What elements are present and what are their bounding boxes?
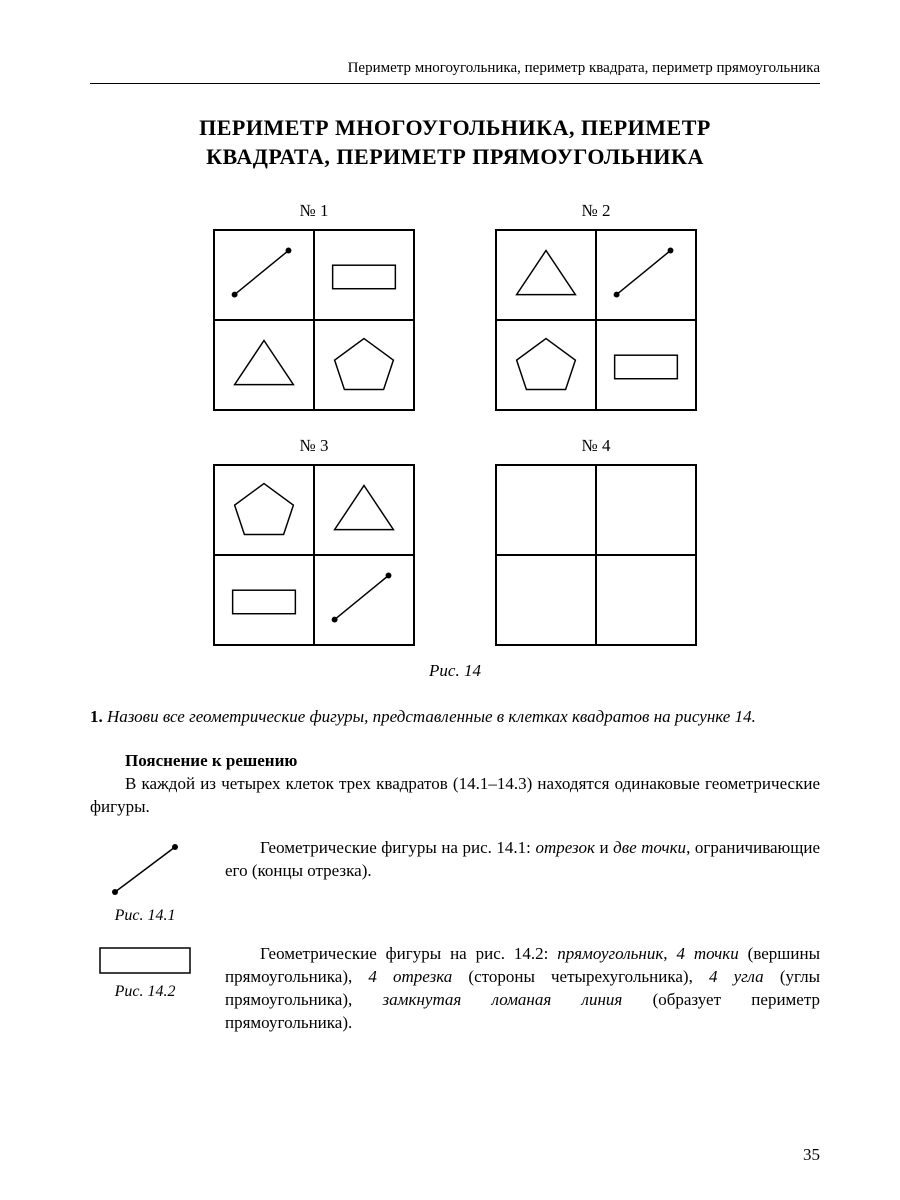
running-header: Периметр многоугольника, периметр квадра… (90, 60, 820, 84)
grid-cell (314, 465, 414, 555)
fig-row-142: Рис. 14.2 Геометрические фигуры на рис. … (90, 943, 820, 1035)
grid-cell (314, 230, 414, 320)
title-line-2: КВАДРАТА, ПЕРИМЕТР ПРЯМОУГОЛЬНИКА (206, 144, 704, 169)
grid-cell (214, 465, 314, 555)
fig-141-image: Рис. 14.1 (90, 837, 200, 925)
explanation-title: Пояснение к решению (125, 751, 820, 771)
grids-container: № 1 № 2 № 3 (90, 201, 820, 646)
grid-cell (214, 320, 314, 410)
text-span: и (595, 838, 613, 857)
grid-cell (596, 465, 696, 555)
task-number: 1. (90, 707, 103, 726)
grid-block-3: № 3 (213, 436, 415, 646)
grid-cell (596, 555, 696, 645)
grid-cell (496, 230, 596, 320)
text-italic: 4 угла (709, 967, 764, 986)
grid-block-4: № 4 (495, 436, 697, 646)
grid-cell (596, 320, 696, 410)
grid-label-2: № 2 (582, 201, 611, 221)
grid-cell (496, 555, 596, 645)
grid-block-1: № 1 (213, 201, 415, 411)
grid-cell (214, 230, 314, 320)
figure-caption: Рис. 14 (90, 661, 820, 681)
fig-142-image: Рис. 14.2 (90, 943, 200, 1001)
text-italic: 4 точки (676, 944, 738, 963)
grid-label-4: № 4 (582, 436, 611, 456)
grid-label-1: № 1 (300, 201, 329, 221)
fig-row-141: Рис. 14.1 Геометрические фигуры на рис. … (90, 837, 820, 925)
explanation-intro: В каждой из четырех клеток трех квадрато… (90, 773, 820, 819)
grid-label-3: № 3 (300, 436, 329, 456)
text-italic: 4 отрезка (368, 967, 452, 986)
fig-142-text: Геометрические фигуры на рис. 14.2: прям… (225, 943, 820, 1035)
rectangle-icon (95, 943, 195, 978)
text-span: Геометрические фигуры на рис. 14.1: (260, 838, 535, 857)
text-span: (стороны четырехугольника), (452, 967, 709, 986)
page-number: 35 (803, 1145, 820, 1165)
text-italic: две точки (613, 838, 686, 857)
grid-cell (314, 555, 414, 645)
grid-cell (496, 465, 596, 555)
grid-cell (314, 320, 414, 410)
grid-cell (214, 555, 314, 645)
fig-141-caption: Рис. 14.1 (115, 907, 176, 925)
segment-icon (100, 837, 190, 902)
grid-3 (213, 464, 415, 646)
fig-142-caption: Рис. 14.2 (115, 983, 176, 1001)
grid-1 (213, 229, 415, 411)
grid-2 (495, 229, 697, 411)
grid-block-2: № 2 (495, 201, 697, 411)
grid-4 (495, 464, 697, 646)
grid-row-1: № 1 № 2 (213, 201, 697, 411)
text-span: Геометрические фигуры на рис. 14.2: (260, 944, 557, 963)
title-line-1: ПЕРИМЕТР МНОГОУГОЛЬНИКА, ПЕРИМЕТР (199, 115, 711, 140)
fig-141-text: Геометрические фигуры на рис. 14.1: отре… (225, 837, 820, 883)
grid-cell (596, 230, 696, 320)
grid-cell (496, 320, 596, 410)
text-italic: замкнутая ломаная линия (383, 990, 623, 1009)
text-span: , (663, 944, 676, 963)
task-body: Назови все геометрические фигуры, предст… (107, 707, 756, 726)
task-text: 1. Назови все геометрические фигуры, пре… (90, 706, 820, 729)
text-italic: отрезок (535, 838, 594, 857)
page-title: ПЕРИМЕТР МНОГОУГОЛЬНИКА, ПЕРИМЕТР КВАДРА… (90, 114, 820, 171)
grid-row-2: № 3 № 4 (213, 436, 697, 646)
text-italic: прямоугольник (557, 944, 663, 963)
